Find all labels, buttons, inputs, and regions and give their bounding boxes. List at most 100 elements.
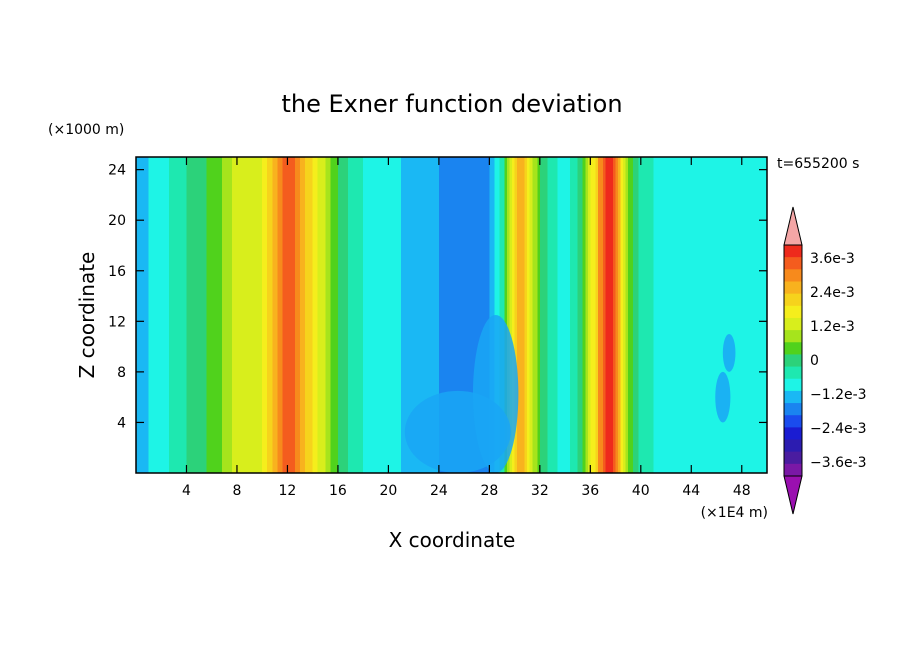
x-tick-label: 28 xyxy=(480,483,498,499)
contour-strip xyxy=(418,157,422,473)
y-axis: 4 8 12 16 20 24 xyxy=(108,163,767,431)
contour-strip xyxy=(698,157,702,473)
contour-strip xyxy=(327,157,331,473)
contour-strip xyxy=(547,157,551,473)
colorbar-label: 2.4e-3 xyxy=(810,285,855,301)
contour-strip xyxy=(441,157,445,473)
contour-strip xyxy=(630,157,634,473)
contour-strip xyxy=(486,157,490,473)
contour-strip xyxy=(537,157,541,473)
contour-strip xyxy=(575,157,579,473)
contour-strip xyxy=(491,157,496,473)
contour-strip xyxy=(507,157,511,473)
contour-strip xyxy=(607,157,612,473)
contour-strip xyxy=(504,157,508,473)
y-tick-label: 16 xyxy=(108,264,126,280)
contour-strip xyxy=(348,157,352,473)
contour-strip xyxy=(673,157,677,473)
colorbar-swatch xyxy=(784,257,802,270)
contour-strip xyxy=(696,157,700,473)
contour-strip xyxy=(199,157,203,473)
contour-strip xyxy=(317,157,321,473)
contour-strip xyxy=(681,157,685,473)
contour-strip xyxy=(365,157,369,473)
contour-strip xyxy=(484,157,488,473)
y-tick-label: 4 xyxy=(117,415,126,431)
contour-strip xyxy=(189,157,193,473)
contour-strip xyxy=(582,157,586,473)
x-tick-label: 32 xyxy=(531,483,549,499)
contour-strip xyxy=(272,157,276,473)
x-tick-label: 40 xyxy=(632,483,650,499)
contour-strip xyxy=(292,157,296,473)
contour-strip xyxy=(761,157,766,473)
contour-strip xyxy=(461,157,465,473)
contour-strip xyxy=(653,157,657,473)
contour-strip xyxy=(602,157,607,473)
contour-strip xyxy=(590,157,594,473)
contour-strip xyxy=(242,157,246,473)
contour-strip xyxy=(678,157,682,473)
contour-strip xyxy=(380,157,384,473)
contour-strip xyxy=(597,157,602,473)
contour-strip xyxy=(431,157,435,473)
contour-strip xyxy=(335,157,339,473)
x-tick-label: 24 xyxy=(430,483,448,499)
contour-strip xyxy=(390,157,395,473)
contour-strip xyxy=(471,157,475,473)
colorbar-swatch xyxy=(784,378,802,392)
contour-strip xyxy=(340,157,344,473)
contour-strip xyxy=(524,157,528,473)
contour-strip xyxy=(398,157,402,473)
contour-strip xyxy=(219,157,223,473)
contour-strip xyxy=(279,157,283,473)
x-tick-label: 44 xyxy=(682,483,700,499)
contour-strip xyxy=(244,157,248,473)
contour-strip xyxy=(645,157,649,473)
contour-strip xyxy=(693,157,697,473)
contour-strip xyxy=(708,157,713,473)
contour-strip xyxy=(300,157,304,473)
contour-strip xyxy=(156,157,160,473)
contour-strip xyxy=(224,157,228,473)
contour-strip xyxy=(383,157,387,473)
colorbar-label: 3.6e-3 xyxy=(810,251,855,267)
contour-strip xyxy=(749,157,753,473)
contour-strip xyxy=(262,157,266,473)
contour-strip xyxy=(509,157,513,473)
contour-strip xyxy=(209,157,213,473)
contour-strip xyxy=(264,157,268,473)
colorbar-swatch xyxy=(784,390,802,404)
contour-strip xyxy=(650,157,655,473)
contour-strip xyxy=(211,157,215,473)
contour-strip xyxy=(201,157,205,473)
contour-strip xyxy=(307,157,311,473)
contour-strip xyxy=(587,157,591,473)
contour-strip xyxy=(191,157,195,473)
contour-strip xyxy=(315,157,319,473)
x-tick-label: 20 xyxy=(379,483,397,499)
contour-strip xyxy=(744,157,748,473)
x-axis: 4 8 12 16 20 24 28 32 36 40 44 48 xyxy=(182,157,751,499)
contour-strip xyxy=(423,157,427,473)
contour-strip xyxy=(658,157,662,473)
contour-strip xyxy=(592,157,596,473)
contour-strip xyxy=(168,157,172,473)
x-tick-label: 16 xyxy=(329,483,347,499)
contour-strip xyxy=(297,157,301,473)
contour-strip xyxy=(375,157,379,473)
contour-strip xyxy=(408,157,412,473)
colorbar-swatch xyxy=(784,281,802,295)
contour-strip xyxy=(252,157,256,473)
contour-strip xyxy=(385,157,389,473)
contour-strip xyxy=(183,157,188,473)
contour-strip xyxy=(247,157,251,473)
contour-strip xyxy=(660,157,665,473)
contour-strip xyxy=(549,157,554,473)
colorbar-swatch xyxy=(784,330,802,343)
contour-strip xyxy=(277,157,281,473)
contour-strip xyxy=(166,157,170,473)
contour-strip xyxy=(221,157,225,473)
contour-strip xyxy=(729,157,733,473)
